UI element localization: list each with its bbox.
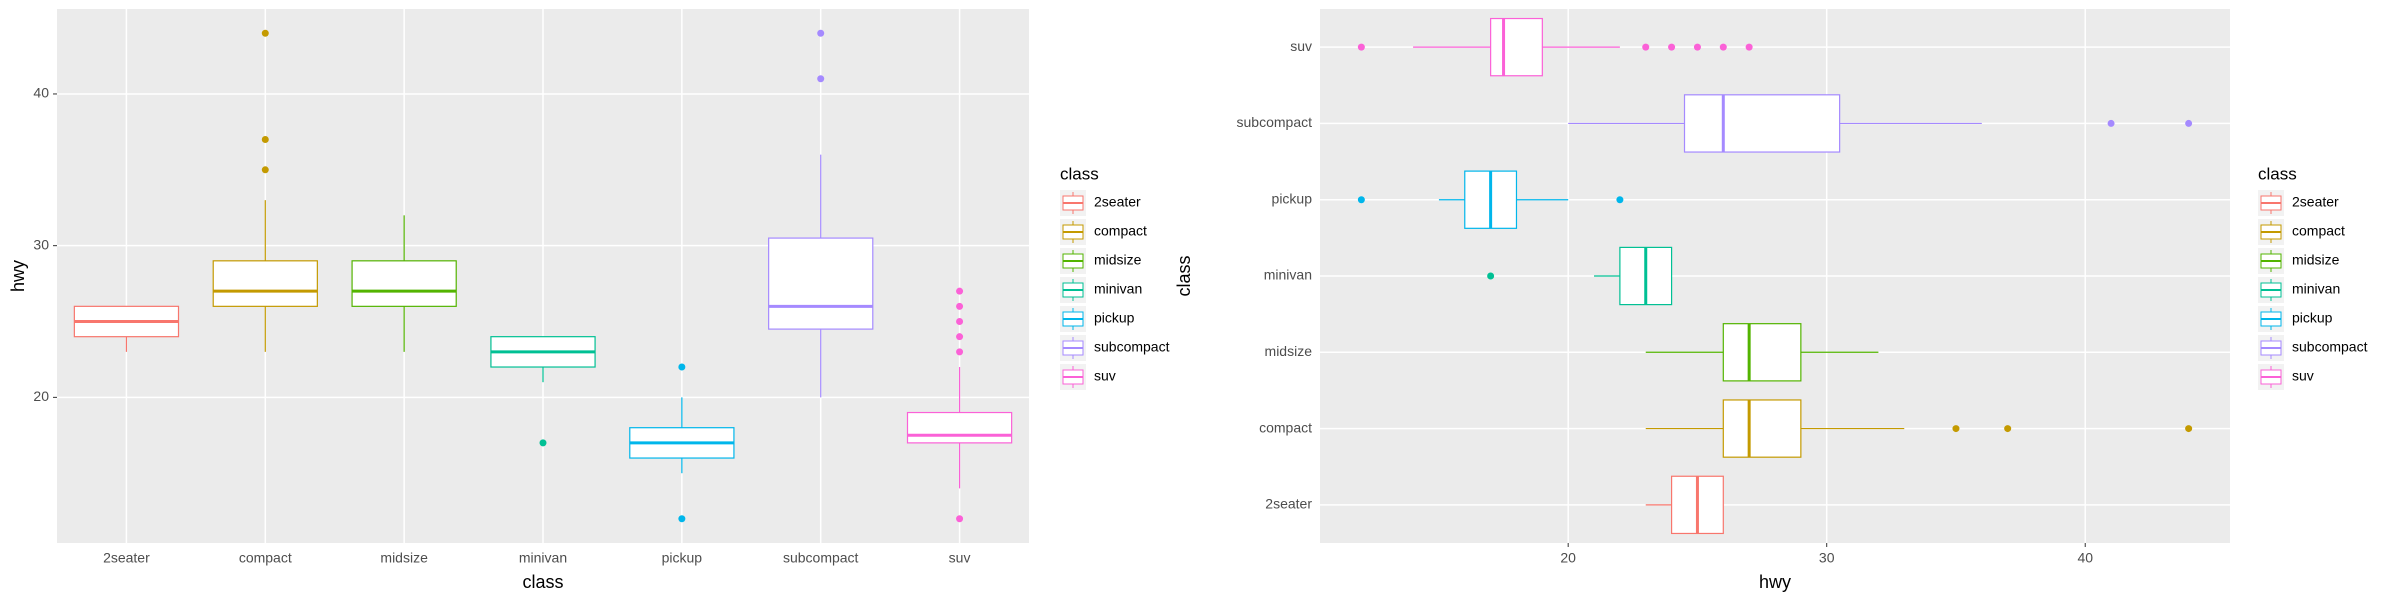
box: [1722, 323, 1802, 382]
y-tick-label: 30: [33, 236, 49, 252]
x-tick-label: compact: [239, 550, 292, 566]
y-tick-label: midsize: [1265, 343, 1313, 359]
legend-label: compact: [1094, 223, 1147, 239]
outlier: [1357, 43, 1365, 51]
outlier: [817, 75, 825, 83]
y-tick-label: subcompact: [1237, 114, 1313, 130]
outlier: [956, 348, 964, 356]
legend-label: subcompact: [1094, 339, 1170, 355]
legend-title: class: [2258, 164, 2297, 183]
legend-title: class: [1060, 164, 1099, 183]
y-tick-label: pickup: [1272, 190, 1313, 206]
y-tick-label: 2seater: [1265, 496, 1312, 512]
outlier: [2185, 425, 2193, 433]
outlier: [1642, 43, 1650, 51]
outlier: [1357, 196, 1365, 204]
x-tick-label: 40: [2077, 550, 2093, 566]
y-tick-label: 20: [33, 388, 49, 404]
legend-label: minivan: [2292, 281, 2340, 297]
box: [1683, 94, 1841, 153]
box: [212, 260, 318, 307]
x-tick-label: 20: [1560, 550, 1576, 566]
outlier: [956, 287, 964, 295]
legend-label: suv: [1094, 368, 1116, 384]
y-tick-label: suv: [1290, 38, 1312, 54]
legend-label: subcompact: [2292, 339, 2368, 355]
legend-label: compact: [2292, 223, 2345, 239]
outlier: [261, 29, 269, 37]
outlier: [1487, 272, 1495, 280]
y-axis-title: class: [1174, 255, 1194, 296]
box: [906, 411, 1013, 444]
y-axis-title: hwy: [8, 260, 28, 292]
outlier: [1693, 43, 1701, 51]
x-axis-title: hwy: [1759, 572, 1791, 592]
outlier: [956, 515, 964, 523]
x-tick-label: minivan: [519, 550, 567, 566]
legend-label: suv: [2292, 368, 2314, 384]
legend-label: minivan: [1094, 281, 1142, 297]
outlier: [2004, 425, 2012, 433]
y-tick-label: minivan: [1264, 267, 1312, 283]
outlier: [261, 166, 269, 174]
box: [1490, 17, 1543, 77]
legend-label: midsize: [2292, 252, 2340, 268]
legend-label: midsize: [1094, 252, 1142, 268]
outlier: [539, 439, 547, 447]
outlier: [956, 302, 964, 310]
box: [351, 260, 457, 307]
legend-label: 2seater: [2292, 194, 2339, 210]
x-tick-label: subcompact: [783, 550, 859, 566]
x-tick-label: suv: [949, 550, 971, 566]
outlier: [678, 363, 686, 371]
x-tick-label: midsize: [380, 550, 428, 566]
outlier: [1616, 196, 1624, 204]
y-tick-label: compact: [1259, 419, 1312, 435]
outlier: [2107, 119, 2115, 127]
outlier: [678, 515, 686, 523]
legend-label: pickup: [1094, 310, 1135, 326]
outlier: [1952, 425, 1960, 433]
legend-label: pickup: [2292, 310, 2333, 326]
x-tick-label: 30: [1819, 550, 1835, 566]
box: [1722, 399, 1802, 458]
outlier: [956, 333, 964, 341]
outlier: [1668, 43, 1676, 51]
outlier: [1719, 43, 1727, 51]
outlier: [261, 135, 269, 143]
outlier: [1745, 43, 1753, 51]
x-axis-title: class: [522, 572, 563, 592]
x-tick-label: pickup: [662, 550, 703, 566]
outlier: [956, 318, 964, 326]
legend-label: 2seater: [1094, 194, 1141, 210]
outlier: [817, 29, 825, 37]
outlier: [2185, 119, 2193, 127]
y-tick-label: 40: [33, 85, 49, 101]
x-tick-label: 2seater: [103, 550, 150, 566]
box: [768, 237, 874, 330]
